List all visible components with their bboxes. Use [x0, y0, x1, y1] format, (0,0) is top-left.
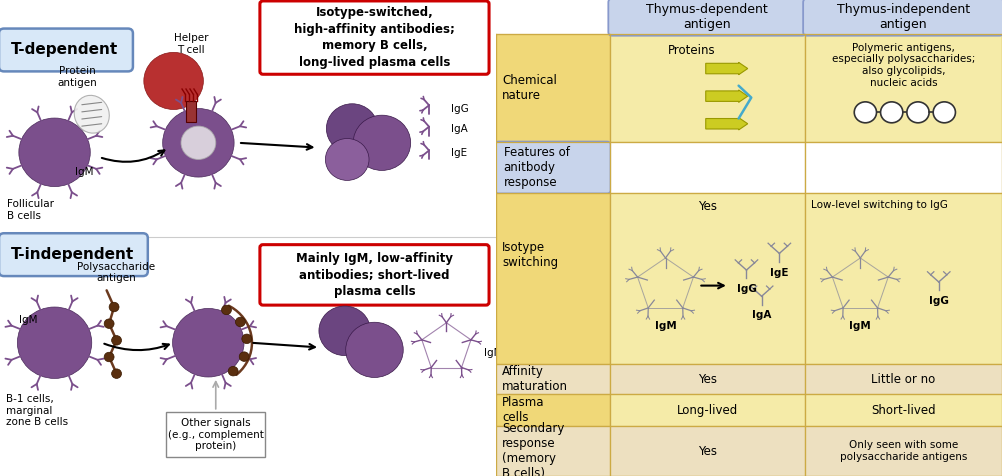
Circle shape [17, 307, 92, 378]
FancyBboxPatch shape [804, 0, 1002, 36]
Circle shape [181, 126, 215, 159]
Text: Yes: Yes [697, 445, 716, 457]
Text: IgG: IgG [451, 103, 469, 114]
FancyBboxPatch shape [0, 29, 133, 71]
Text: Helper
T cell: Helper T cell [173, 33, 208, 55]
Circle shape [162, 109, 234, 177]
FancyArrow shape [705, 90, 747, 102]
Text: Thymus-independent
antigen: Thymus-independent antigen [837, 3, 970, 31]
Text: IgG: IgG [929, 296, 949, 306]
Bar [496, 426, 610, 476]
Circle shape [144, 52, 203, 109]
Bar [610, 193, 805, 364]
Circle shape [104, 319, 114, 328]
Text: IgM: IgM [484, 348, 502, 358]
Text: IgE: IgE [771, 268, 789, 278]
Text: T-independent: T-independent [11, 247, 134, 262]
Text: Long-lived: Long-lived [676, 404, 737, 416]
Circle shape [346, 322, 403, 377]
Text: Isotype
switching: Isotype switching [502, 241, 558, 268]
Text: Chemical
nature: Chemical nature [502, 74, 557, 102]
Circle shape [228, 367, 238, 376]
Text: Proteins: Proteins [668, 44, 715, 57]
Bar [496, 34, 610, 142]
Text: IgM: IgM [19, 315, 37, 325]
FancyArrow shape [705, 118, 747, 130]
Circle shape [104, 352, 114, 362]
Text: Polysaccharide
antigen: Polysaccharide antigen [77, 262, 155, 283]
Text: IgM: IgM [75, 167, 94, 178]
Text: Protein
antigen: Protein antigen [57, 67, 97, 88]
FancyBboxPatch shape [260, 1, 489, 74]
Text: Only seen with some
polysaccharide antigens: Only seen with some polysaccharide antig… [840, 440, 967, 462]
Text: IgE: IgE [451, 148, 468, 159]
Circle shape [19, 118, 90, 187]
Bar [805, 34, 1002, 142]
Text: Features of
anitbody
response: Features of anitbody response [504, 146, 569, 189]
Circle shape [235, 317, 245, 327]
Circle shape [172, 308, 244, 377]
Text: Plasma
cells: Plasma cells [502, 396, 544, 424]
Bar [166, 412, 266, 457]
Circle shape [855, 102, 877, 123]
Text: IgA: IgA [451, 124, 468, 135]
Text: Low-level switching to IgG: Low-level switching to IgG [811, 200, 948, 210]
Bar [805, 394, 1002, 426]
Text: IgM: IgM [850, 321, 871, 331]
Bar [805, 426, 1002, 476]
Bar [496, 394, 610, 426]
Circle shape [109, 302, 119, 312]
Circle shape [319, 306, 371, 356]
Bar [610, 394, 805, 426]
Circle shape [353, 115, 411, 170]
FancyBboxPatch shape [0, 233, 148, 276]
Bar [610, 142, 805, 193]
Bar [610, 426, 805, 476]
Text: Thymus-dependent
antigen: Thymus-dependent antigen [646, 3, 769, 31]
Text: IgA: IgA [752, 310, 772, 320]
Text: Isotype-switched,
high-affinity antibodies;
memory B cells,
long-lived plasma ce: Isotype-switched, high-affinity antibodi… [294, 6, 455, 69]
Ellipse shape [74, 95, 109, 133]
Circle shape [933, 102, 956, 123]
Text: Polymeric antigens,
especially polysaccharides;
also glycolipids,
nucleic acids: Polymeric antigens, especially polysacch… [832, 43, 975, 88]
Text: Secondary
response
(memory
B cells): Secondary response (memory B cells) [502, 422, 564, 476]
Circle shape [111, 336, 121, 345]
FancyBboxPatch shape [260, 245, 489, 305]
Text: Other signals
(e.g., complement
protein): Other signals (e.g., complement protein) [167, 418, 264, 451]
FancyBboxPatch shape [495, 141, 610, 193]
Text: Yes: Yes [697, 373, 716, 386]
Circle shape [881, 102, 903, 123]
FancyBboxPatch shape [608, 0, 807, 36]
Text: IgM: IgM [654, 321, 676, 331]
Bar [805, 364, 1002, 394]
Bar [186, 101, 196, 122]
Text: Yes: Yes [697, 200, 716, 213]
Circle shape [221, 305, 231, 315]
Bar [610, 34, 805, 142]
Circle shape [327, 104, 378, 153]
Bar [805, 142, 1002, 193]
FancyArrow shape [705, 62, 747, 75]
Text: B-1 cells,
marginal
zone B cells: B-1 cells, marginal zone B cells [6, 394, 68, 427]
Bar [496, 193, 610, 364]
Circle shape [239, 352, 249, 361]
Circle shape [111, 369, 121, 378]
Text: T-dependent: T-dependent [11, 42, 118, 58]
Circle shape [241, 334, 252, 344]
Circle shape [326, 139, 369, 180]
Circle shape [907, 102, 929, 123]
Text: Little or no: Little or no [871, 373, 936, 386]
Text: Follicular
B cells: Follicular B cells [7, 199, 54, 220]
Bar [496, 364, 610, 394]
Text: Affinity
maturation: Affinity maturation [502, 365, 568, 393]
Bar [610, 364, 805, 394]
Text: IgG: IgG [736, 284, 757, 294]
Bar [805, 193, 1002, 364]
Text: Mainly IgM, low-affinity
antibodies; short-lived
plasma cells: Mainly IgM, low-affinity antibodies; sho… [296, 252, 453, 298]
Text: Short-lived: Short-lived [871, 404, 936, 416]
